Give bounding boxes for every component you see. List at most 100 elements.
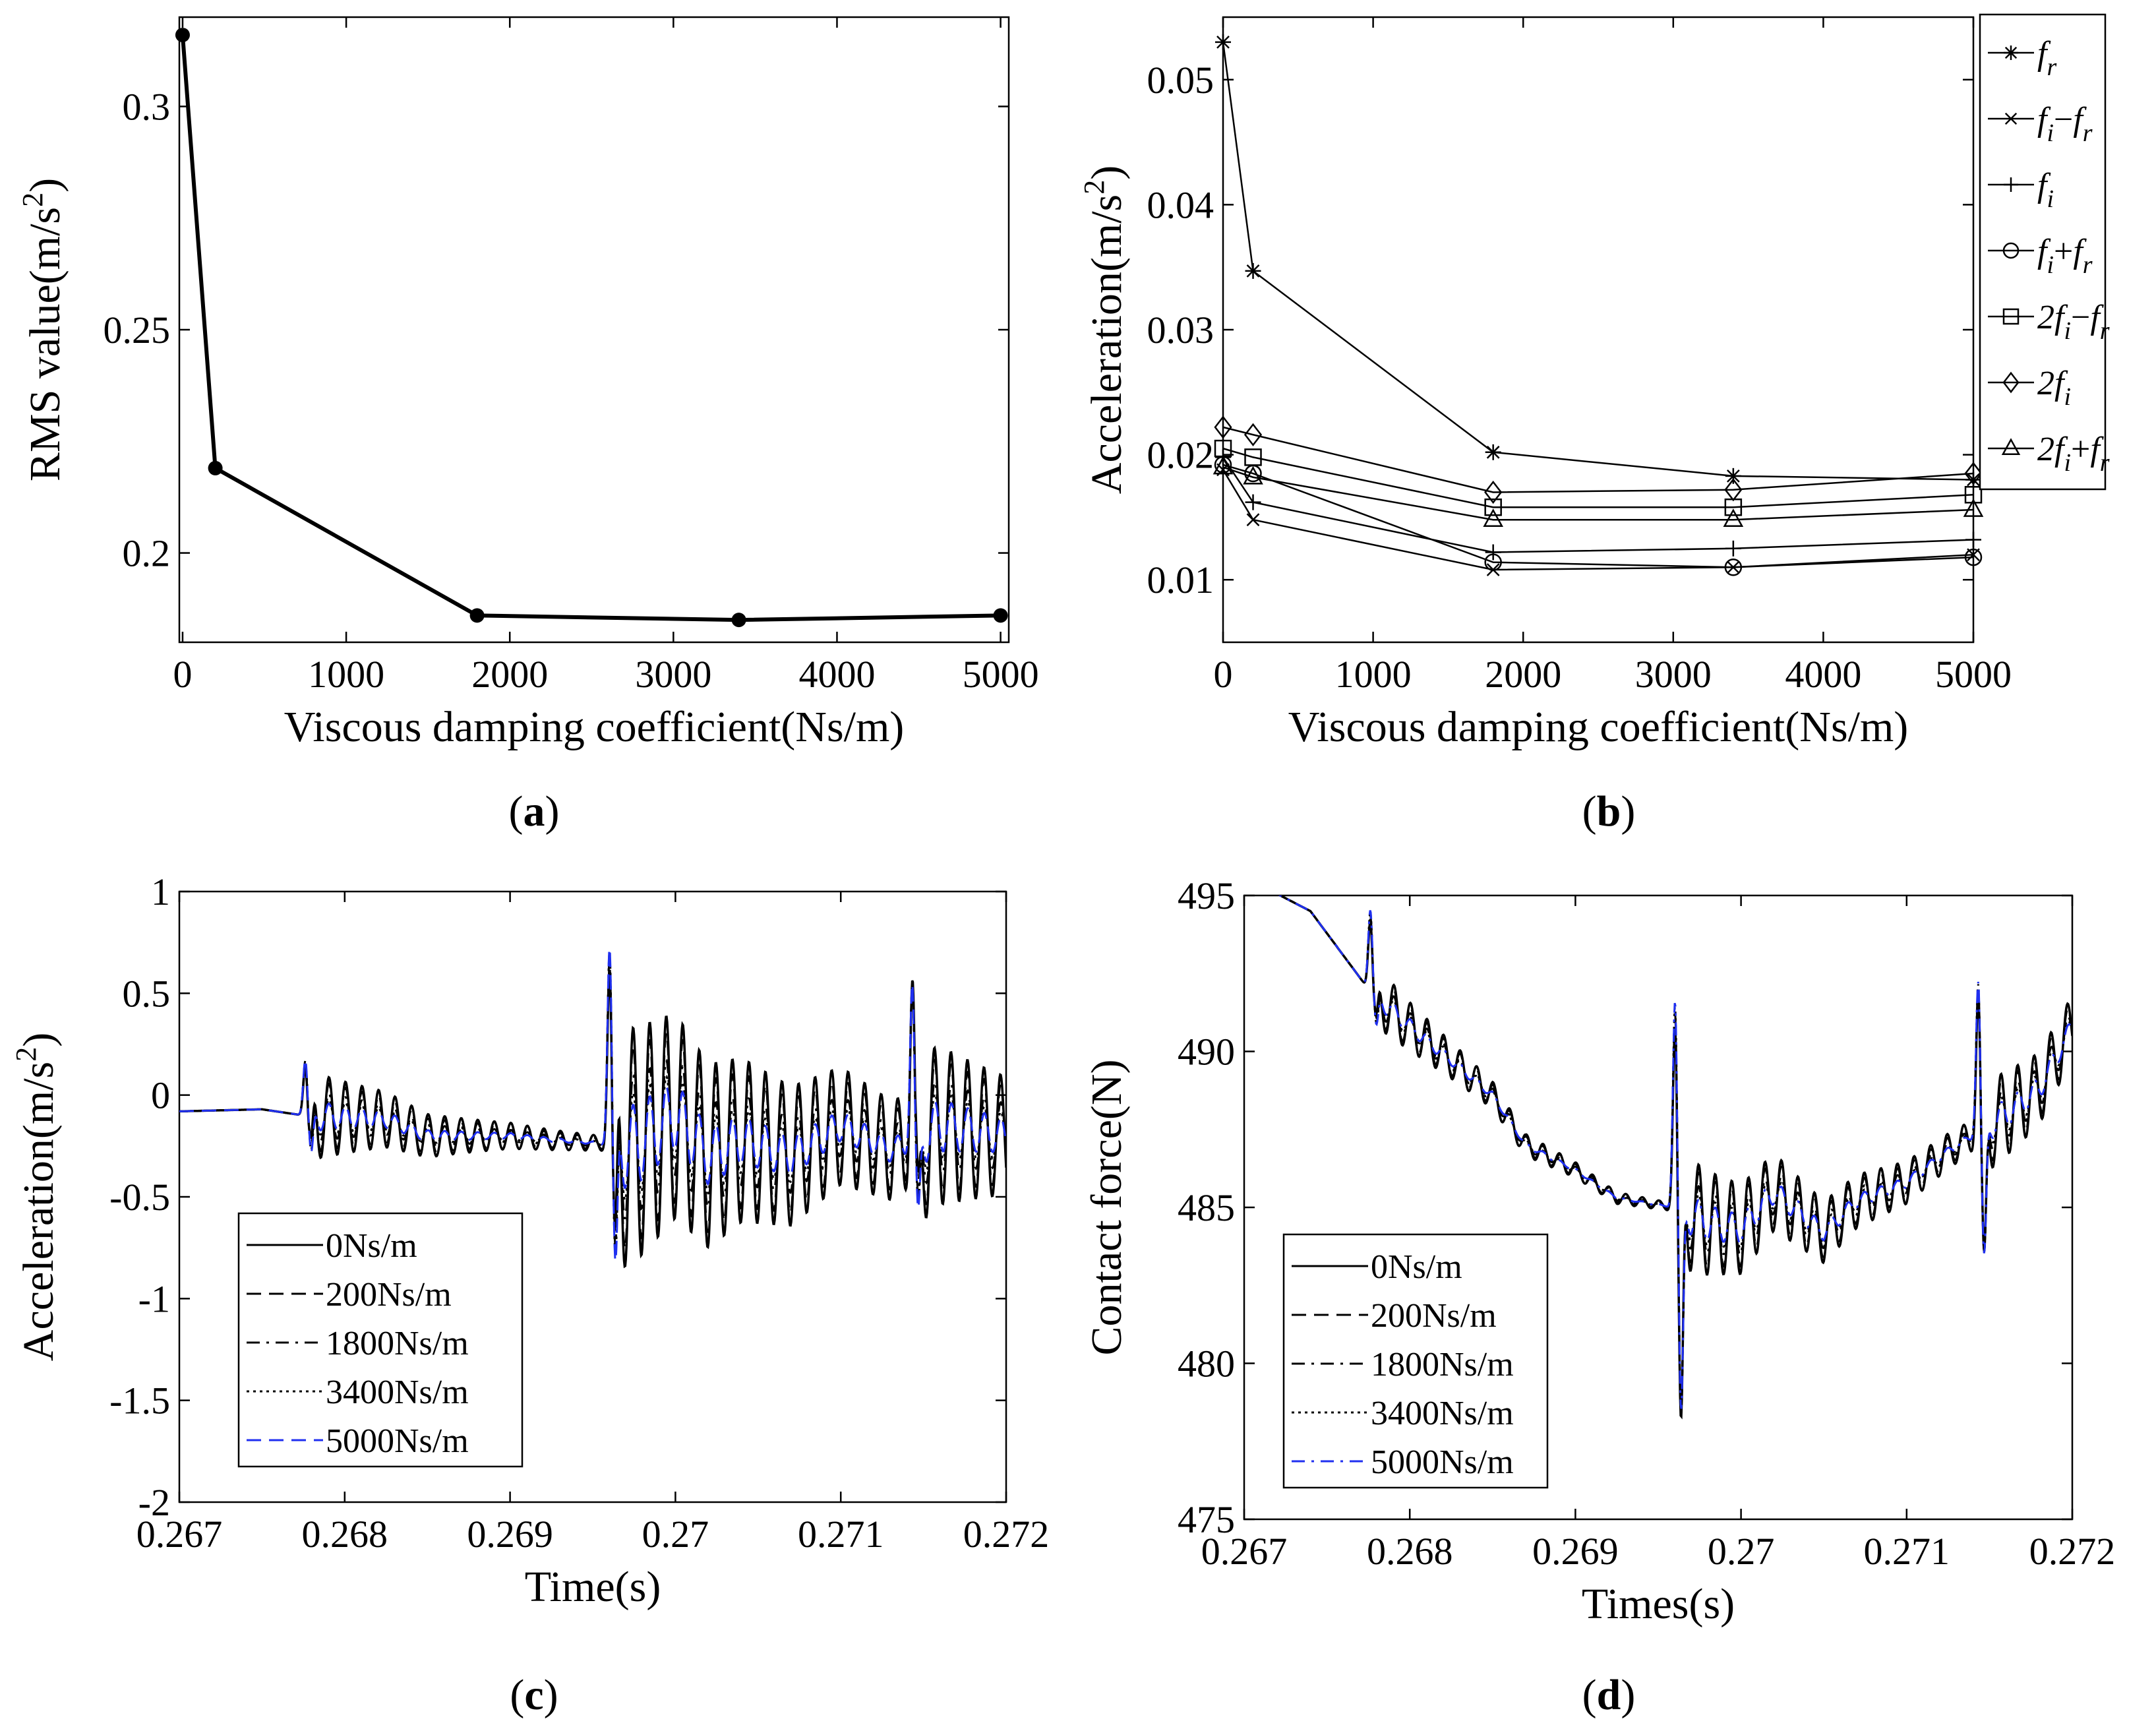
legend-item: 2fi−fr	[1988, 299, 2110, 345]
legend-label: 2fi	[2037, 365, 2071, 411]
asterisk-marker	[1725, 468, 1741, 484]
x-tick-label: 5000	[963, 653, 1039, 696]
triangle-marker	[1723, 508, 1744, 528]
circle-marker	[2002, 242, 2020, 259]
series-line-3400nsm	[179, 952, 1006, 1256]
panel-a-label: (a)	[509, 787, 560, 835]
x-tick-label: 4000	[1785, 653, 1861, 696]
panel-b-label: (b)	[1582, 787, 1636, 835]
legend-label: 3400Ns/m	[326, 1374, 469, 1411]
diamond-marker	[1214, 415, 1232, 439]
asterisk-marker	[2004, 45, 2018, 60]
diamond-marker	[1484, 480, 1503, 504]
x-tick-label: 0	[1214, 653, 1233, 696]
data-point	[208, 460, 223, 475]
marker-stroke	[1246, 264, 1260, 278]
y-tick-label: 1	[151, 870, 170, 913]
series-group	[1277, 895, 2072, 1420]
diamond-marker	[2002, 371, 2020, 394]
x-tick-label: 0.272	[2029, 1530, 2116, 1573]
y-tick-label: 0	[151, 1074, 170, 1117]
x-tick-label: 0.27	[1708, 1530, 1775, 1573]
data-point	[731, 613, 746, 628]
square-marker	[2002, 308, 2020, 325]
triangle-marker	[2001, 438, 2021, 456]
x-tick-label: 3000	[635, 653, 711, 696]
y-tick-label: 475	[1178, 1498, 1235, 1541]
legend-op: +	[2071, 431, 2090, 468]
y-axis-label-part: RMS value(m/s	[21, 207, 69, 481]
square-marker	[1244, 448, 1262, 466]
legend-sub: r	[2100, 317, 2110, 345]
series-line	[1222, 466, 1974, 521]
y-tick-label: 495	[1178, 874, 1235, 917]
marker-stroke	[1246, 513, 1260, 527]
legend-item: 2fi	[1988, 365, 2071, 411]
legend-sub: i	[2064, 449, 2071, 477]
y-tick-label: 0.04	[1147, 183, 1214, 226]
plus-marker	[1245, 494, 1261, 510]
x-tick-label: 0.269	[1532, 1530, 1619, 1573]
y-axis-label-sup: 2	[1078, 180, 1110, 195]
panel-d-label: (d)	[1582, 1671, 1636, 1719]
diamond-marker	[1243, 423, 1263, 446]
legend-box	[1979, 13, 2107, 491]
series-line	[1222, 426, 1974, 493]
legend-label: 1800Ns/m	[1371, 1346, 1514, 1383]
x-tick-label: 2000	[471, 653, 548, 696]
y-tick-label: 0.02	[1147, 434, 1214, 477]
x-tick-label: 0.271	[1864, 1530, 1950, 1573]
circle-marker	[1484, 553, 1502, 571]
legend-label: 3400Ns/m	[1371, 1395, 1514, 1432]
x-tick-label: 0	[173, 653, 192, 696]
x-tick-label: 0.271	[798, 1513, 884, 1556]
y-tick-label: 0.2	[123, 532, 171, 575]
plot-frame	[178, 16, 1010, 644]
legend-main: 2f	[2037, 299, 2068, 336]
plus-marker	[1965, 531, 1981, 548]
diamond-marker	[1724, 478, 1743, 502]
asterisk-marker	[1245, 262, 1261, 279]
series-7	[1213, 456, 1984, 528]
legend-box	[1282, 1233, 1549, 1489]
x-tick-label: 0.267	[1201, 1530, 1288, 1573]
series-6	[1214, 415, 1983, 504]
triangle-marker	[1213, 456, 1234, 475]
data-point	[993, 608, 1008, 623]
asterisk-marker	[1215, 34, 1231, 50]
legend-sub: i	[2064, 317, 2071, 345]
legend-box	[237, 1212, 524, 1468]
legend-label: 0Ns/m	[1371, 1248, 1462, 1286]
y-axis-label: RMS value(m/s2)	[16, 178, 69, 481]
legend-item: 1800Ns/m	[247, 1325, 469, 1362]
y-tick-label: 480	[1178, 1343, 1235, 1385]
square-marker	[1484, 498, 1502, 516]
series-5	[1214, 439, 1983, 516]
plus-marker	[1725, 540, 1741, 557]
legend-sub: i	[2047, 185, 2054, 213]
legend-sub: r	[2083, 251, 2093, 279]
series-1	[1215, 34, 1981, 488]
x-tick-label: 1000	[1335, 653, 1412, 696]
triangle-marker	[1963, 499, 1984, 517]
y-axis-label-sup: 2	[16, 193, 49, 207]
legend-sub: i	[2064, 383, 2071, 411]
plus-marker	[1485, 544, 1501, 561]
panel-a-chart: 0 1000 2000 3000 4000 5000 0.2 0.25 0.3 Viscous d…	[16, 16, 1039, 751]
legend-item: 200Ns/m	[247, 1276, 452, 1314]
legend-label: 0Ns/m	[326, 1227, 417, 1265]
y-tick-label: 0.3	[123, 85, 171, 128]
legend-main: 2f	[2037, 365, 2068, 402]
x-tick-label: 0.268	[1367, 1530, 1453, 1573]
x-tick-label: 4000	[798, 653, 875, 696]
legend-item: 0Ns/m	[1292, 1248, 1462, 1286]
legend-sub: i	[2047, 251, 2054, 279]
x-tick-label: 3000	[1635, 653, 1712, 696]
y-axis-label-part: )	[15, 1033, 63, 1047]
series-group	[179, 948, 1006, 1269]
y-tick-label: 0.5	[123, 972, 171, 1015]
y-axis-label-sup: 2	[10, 1047, 42, 1062]
legend-label: 5000Ns/m	[1371, 1443, 1514, 1481]
y-tick-label: 485	[1178, 1186, 1235, 1229]
